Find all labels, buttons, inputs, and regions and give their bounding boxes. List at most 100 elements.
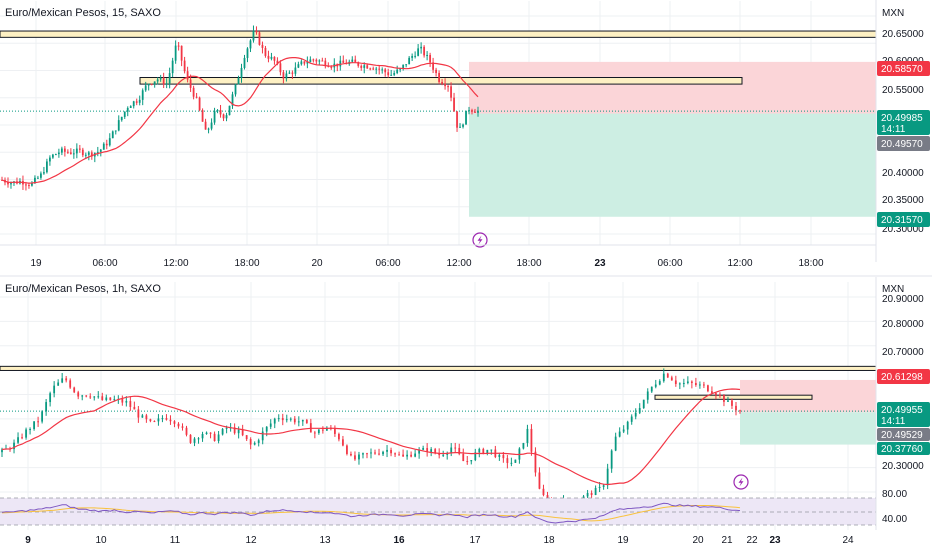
candle-body: [454, 447, 457, 449]
candle-body: [144, 85, 147, 91]
candle-body: [366, 453, 368, 455]
candle-body: [273, 56, 276, 61]
stop-loss-area: [469, 61, 876, 114]
plot-area-1h[interactable]: [0, 277, 876, 530]
x-tick: 9: [25, 535, 31, 546]
x-tick: 24: [842, 535, 854, 546]
candle-body: [41, 411, 44, 422]
moving-average-1h: [1, 388, 741, 486]
candles-15m: [1, 25, 479, 191]
x-tick: 21: [721, 535, 733, 546]
candle-body: [686, 381, 689, 383]
candle-body: [387, 72, 390, 76]
candle-body: [468, 110, 470, 112]
candle-body: [471, 110, 473, 112]
candle-body: [17, 437, 19, 443]
rsi-y-tick: 80.00: [882, 489, 907, 500]
candle-body: [137, 409, 140, 418]
candle-body: [269, 423, 272, 427]
y-tick: 20.55000: [882, 85, 924, 96]
candle-body: [49, 393, 52, 403]
candle-body: [281, 418, 284, 421]
candle-body: [81, 149, 84, 156]
candle-body: [246, 48, 249, 58]
candle-body: [618, 431, 621, 437]
candle-body: [189, 434, 192, 443]
rsi-indicator[interactable]: [0, 497, 876, 526]
candle-body: [462, 453, 465, 462]
candle-body: [101, 396, 104, 400]
candle-body: [590, 493, 593, 496]
candle-body: [193, 438, 196, 443]
candle-body: [715, 393, 717, 395]
candle-body: [342, 60, 345, 63]
x-tick: 06:00: [657, 258, 682, 269]
candle-body: [470, 460, 473, 462]
candle-body: [123, 111, 126, 117]
candle-body: [622, 429, 625, 432]
moving-average-15m: [1, 57, 479, 184]
rsi-y-tick: 40.00: [882, 514, 907, 525]
candle-body: [703, 384, 705, 386]
target-price-badge: [877, 212, 930, 227]
x-tick: 19: [30, 258, 42, 269]
candle-body: [195, 96, 198, 98]
candle-body: [207, 128, 210, 130]
candle-body: [638, 408, 641, 413]
candle-body: [405, 64, 408, 66]
candle-body: [411, 56, 414, 58]
take-profit-area: [469, 113, 876, 217]
rsi-band: [0, 498, 876, 525]
candle-body: [474, 111, 476, 113]
candle-body: [21, 437, 23, 439]
candle-body: [731, 400, 733, 406]
candle-body: [514, 459, 517, 463]
candle-body: [450, 86, 452, 98]
candle-body: [174, 45, 177, 61]
candle-body: [450, 447, 453, 453]
candle-body: [37, 421, 39, 423]
candle-body: [490, 449, 493, 451]
candle-body: [245, 435, 248, 440]
x-tick: 19: [617, 535, 629, 546]
candle-body: [165, 83, 168, 85]
time-axis-1h[interactable]: 9 10 11 12 13 16 17 18 19 20 21 22 23 24: [25, 535, 854, 546]
candle-body: [378, 453, 380, 455]
candle-body: [84, 154, 87, 156]
candle-body: [458, 447, 461, 454]
candle-body: [209, 432, 212, 434]
candle-body: [189, 79, 192, 88]
candle-body: [147, 83, 150, 86]
candle-body: [186, 71, 189, 80]
candle-body: [369, 68, 372, 70]
panel-1h[interactable]: MXN 20.90000 20.80000 20.70000 20.30000 …: [0, 277, 930, 546]
candle-body: [658, 381, 661, 385]
stop-price-badge: [877, 369, 930, 384]
candle-body: [719, 394, 721, 396]
candle-body: [338, 433, 340, 440]
candle-body: [396, 69, 399, 74]
candle-body: [442, 454, 445, 456]
candle-body: [129, 401, 132, 407]
candle-body: [444, 83, 446, 87]
candle-body: [261, 44, 264, 48]
entry-price-label: 20.49570: [881, 139, 923, 150]
candle-body: [240, 67, 243, 78]
candle-body: [662, 373, 665, 382]
candle-body: [459, 126, 461, 128]
candle-body: [53, 385, 56, 394]
candle-body: [225, 115, 228, 119]
candle-body: [87, 152, 90, 155]
lightning-bolt-icon[interactable]: [733, 474, 749, 490]
candle-body: [138, 99, 141, 103]
candle-body: [13, 442, 15, 450]
time-axis-15m[interactable]: 19 06:00 12:00 18:00 20 06:00 12:00 18:0…: [0, 244, 876, 269]
target-price-label: 20.37760: [881, 444, 923, 455]
panel-15m[interactable]: MXN 20.65000 20.60000 20.55000 20.40000 …: [0, 0, 930, 269]
price-axis-1h[interactable]: MXN 20.90000 20.80000 20.70000 20.30000 …: [875, 277, 924, 530]
x-tick: 16: [393, 535, 405, 546]
lightning-bolt-icon[interactable]: [472, 232, 488, 248]
candle-body: [429, 54, 432, 63]
candle-body: [690, 381, 693, 384]
candle-body: [265, 426, 268, 432]
